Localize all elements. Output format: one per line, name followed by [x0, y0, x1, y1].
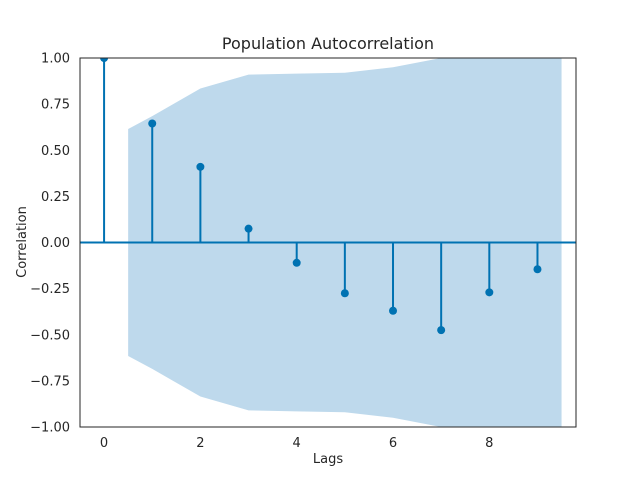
x-tick-label: 6 [389, 436, 397, 451]
stem-marker-lag-2 [196, 162, 205, 171]
stem-layer [100, 58, 542, 335]
stem-marker-lag-3 [244, 224, 253, 233]
y-tick-layer: 1.00 0.75 0.50 0.25 0.00 −0.25 −0.50 −0.75 −1.00 [30, 52, 70, 436]
x-axis-label: Lags [313, 452, 343, 467]
x-tick-layer: 0 2 4 6 8 [100, 436, 494, 451]
x-tick-label: 2 [196, 436, 204, 451]
x-tick-label: 4 [293, 436, 301, 451]
stem-marker-lag-8 [485, 288, 494, 297]
x-tick-label: 0 [100, 436, 108, 451]
y-tick-label: −1.00 [30, 421, 70, 436]
stem-marker-lag-4 [292, 258, 301, 267]
plot-frame [79, 57, 577, 428]
y-tick-label: 0.50 [41, 144, 70, 159]
stem-marker-lag-6 [389, 306, 398, 315]
x-tick-label: 8 [485, 436, 493, 451]
y-tick-label: 0.25 [41, 190, 70, 205]
stem-marker-lag-1 [148, 119, 157, 128]
y-tick-label: 1.00 [41, 52, 70, 67]
stem-marker-lag-9 [533, 265, 542, 274]
y-tick-label: −0.75 [30, 374, 70, 389]
y-tick-label: −0.50 [30, 328, 70, 343]
y-tick-label: 0.00 [41, 236, 70, 251]
y-axis-label: Correlation [15, 206, 30, 278]
stem-marker-lag-5 [340, 289, 349, 298]
chart-title: Population Autocorrelation [222, 34, 434, 53]
y-tick-label: −0.25 [30, 282, 70, 297]
stem-marker-lag-0 [100, 58, 109, 62]
y-tick-label: 0.75 [41, 98, 70, 113]
stem-marker-lag-7 [437, 326, 446, 335]
